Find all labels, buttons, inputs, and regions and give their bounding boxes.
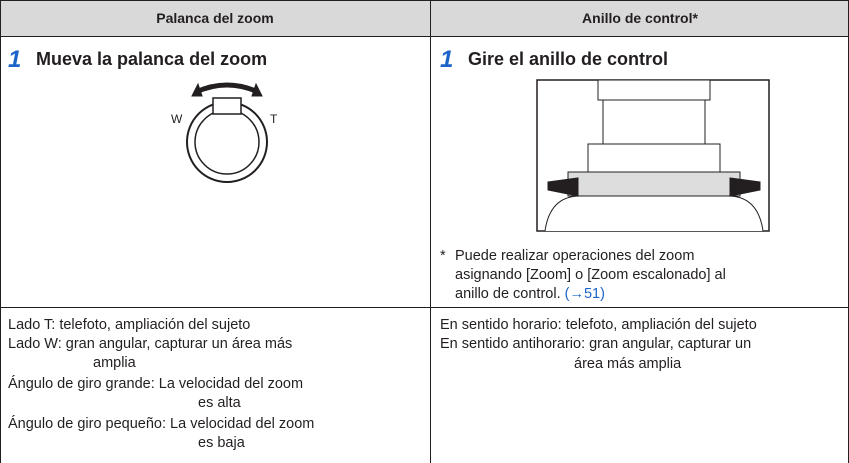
desc-line: área más amplia xyxy=(574,356,682,372)
page-link[interactable]: (→51) xyxy=(564,286,605,302)
desc-line: Lado T: telefoto, ampliación del sujeto xyxy=(8,317,251,333)
step-number: 1 xyxy=(440,46,454,73)
note-line: Puede realizar operaciones del zoom xyxy=(455,248,695,264)
header-cell: Anillo de control* xyxy=(582,10,698,26)
desc-line: Lado W: gran angular, capturar un área m… xyxy=(8,336,293,352)
header-bg xyxy=(0,0,849,36)
note-text: anillo de control. xyxy=(455,286,561,302)
step-title: Gire el anillo de control xyxy=(468,49,669,69)
illustration-label: W xyxy=(171,112,183,126)
desc-line: En sentido antihorario: gran angular, ca… xyxy=(440,336,752,352)
note-line: asignando [Zoom] o [Zoom escalonado] al xyxy=(455,267,726,283)
zoom-lever-illustration xyxy=(186,82,268,183)
control-ring-illustration xyxy=(536,79,770,232)
header-cell: Palanca del zoom xyxy=(156,10,274,26)
desc-line: Ángulo de giro grande: La velocidad del … xyxy=(8,376,304,392)
desc-line: es alta xyxy=(198,395,241,411)
step-title: Mueva la palanca del zoom xyxy=(36,49,268,69)
note-marker: * xyxy=(440,248,446,264)
desc-line: En sentido horario: telefoto, ampliación… xyxy=(440,317,757,333)
note-line: anillo de control. (→51) xyxy=(455,285,605,303)
desc-line: es baja xyxy=(198,435,245,451)
illustration-label: T xyxy=(270,112,278,126)
desc-line: amplia xyxy=(93,355,136,371)
desc-line: Ángulo de giro pequeño: La velocidad del… xyxy=(8,416,315,432)
step-number: 1 xyxy=(8,46,22,73)
